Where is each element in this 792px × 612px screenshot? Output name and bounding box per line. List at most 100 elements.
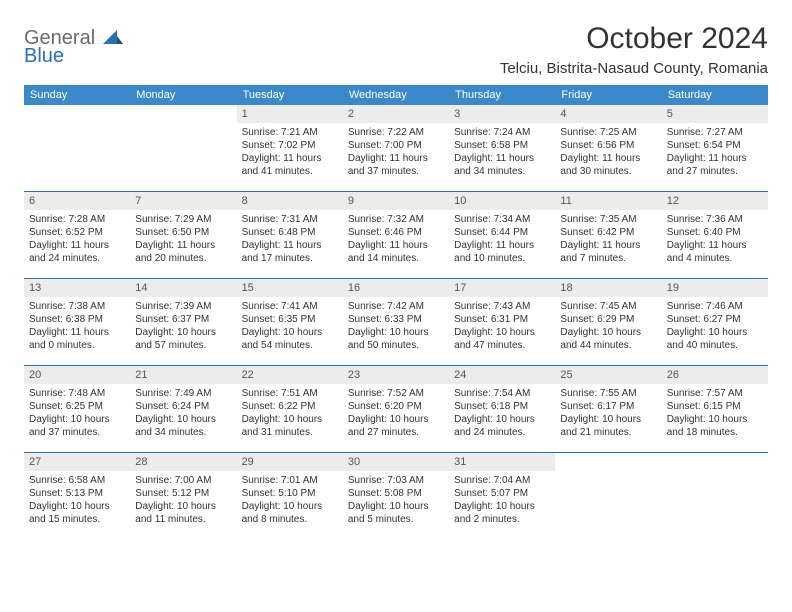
sunrise-text: Sunrise: 7:51 AM: [242, 387, 338, 400]
sunrise-text: Sunrise: 7:45 AM: [560, 300, 656, 313]
day-cell: 14Sunrise: 7:39 AMSunset: 6:37 PMDayligh…: [130, 279, 236, 365]
day-cell: 24Sunrise: 7:54 AMSunset: 6:18 PMDayligh…: [449, 366, 555, 452]
daylight-text: Daylight: 11 hours and 0 minutes.: [29, 326, 125, 352]
sunset-text: Sunset: 6:44 PM: [454, 226, 550, 239]
daylight-text: Daylight: 10 hours and 31 minutes.: [242, 413, 338, 439]
logo: General Blue: [24, 22, 123, 66]
sunrise-text: Sunrise: 7:31 AM: [242, 213, 338, 226]
sunrise-text: Sunrise: 7:54 AM: [454, 387, 550, 400]
week-row: 20Sunrise: 7:48 AMSunset: 6:25 PMDayligh…: [24, 365, 768, 452]
day-number: 30: [343, 453, 449, 471]
day-body: Sunrise: 7:29 AMSunset: 6:50 PMDaylight:…: [130, 210, 236, 268]
sunrise-text: Sunrise: 7:28 AM: [29, 213, 125, 226]
daylight-text: Daylight: 11 hours and 41 minutes.: [242, 152, 338, 178]
daylight-text: Daylight: 11 hours and 37 minutes.: [348, 152, 444, 178]
sunrise-text: Sunrise: 7:38 AM: [29, 300, 125, 313]
page-title: October 2024: [500, 22, 768, 56]
day-cell: 19Sunrise: 7:46 AMSunset: 6:27 PMDayligh…: [662, 279, 768, 365]
daylight-text: Daylight: 10 hours and 21 minutes.: [560, 413, 656, 439]
daylight-text: Daylight: 11 hours and 34 minutes.: [454, 152, 550, 178]
day-number: 17: [449, 279, 555, 297]
day-body: Sunrise: 7:03 AMSunset: 5:08 PMDaylight:…: [343, 471, 449, 529]
sunrise-text: Sunrise: 7:25 AM: [560, 126, 656, 139]
daylight-text: Daylight: 11 hours and 10 minutes.: [454, 239, 550, 265]
daylight-text: Daylight: 10 hours and 34 minutes.: [135, 413, 231, 439]
day-body: Sunrise: 7:25 AMSunset: 6:56 PMDaylight:…: [555, 123, 661, 181]
day-number: 6: [24, 192, 130, 210]
sunset-text: Sunset: 6:58 PM: [454, 139, 550, 152]
day-body: Sunrise: 7:46 AMSunset: 6:27 PMDaylight:…: [662, 297, 768, 355]
day-body: Sunrise: 7:31 AMSunset: 6:48 PMDaylight:…: [237, 210, 343, 268]
week-row: 27Sunrise: 6:58 AMSunset: 5:13 PMDayligh…: [24, 452, 768, 539]
daylight-text: Daylight: 10 hours and 50 minutes.: [348, 326, 444, 352]
sunset-text: Sunset: 6:37 PM: [135, 313, 231, 326]
header: General Blue October 2024 Telciu, Bistri…: [24, 22, 768, 77]
day-cell: 3Sunrise: 7:24 AMSunset: 6:58 PMDaylight…: [449, 105, 555, 191]
day-cell: 11Sunrise: 7:35 AMSunset: 6:42 PMDayligh…: [555, 192, 661, 278]
sunset-text: Sunset: 6:29 PM: [560, 313, 656, 326]
day-number: 18: [555, 279, 661, 297]
sunrise-text: Sunrise: 7:00 AM: [135, 474, 231, 487]
day-number: 7: [130, 192, 236, 210]
sunset-text: Sunset: 7:00 PM: [348, 139, 444, 152]
weekday-header: Wednesday: [343, 85, 449, 105]
day-number: 15: [237, 279, 343, 297]
day-cell: 1Sunrise: 7:21 AMSunset: 7:02 PMDaylight…: [237, 105, 343, 191]
day-cell: 2 Sunrise: 7:22 AMSunset: 7:00 PMDaylight…: [343, 105, 449, 191]
day-body: Sunrise: 7:27 AMSunset: 6:54 PMDaylight:…: [662, 123, 768, 181]
day-number: 31: [449, 453, 555, 471]
day-cell: 7Sunrise: 7:29 AMSunset: 6:50 PMDaylight…: [130, 192, 236, 278]
daylight-text: Daylight: 11 hours and 27 minutes.: [667, 152, 763, 178]
day-body: Sunrise: 7:32 AMSunset: 6:46 PMDaylight:…: [343, 210, 449, 268]
weekday-header: Sunday: [24, 85, 130, 105]
day-body: Sunrise: 7:36 AMSunset: 6:40 PMDaylight:…: [662, 210, 768, 268]
daylight-text: Daylight: 10 hours and 37 minutes.: [29, 413, 125, 439]
day-cell: .: [662, 453, 768, 539]
day-body: Sunrise: 7:41 AMSunset: 6:35 PMDaylight:…: [237, 297, 343, 355]
day-number: 29: [237, 453, 343, 471]
sunset-text: Sunset: 6:15 PM: [667, 400, 763, 413]
day-body: Sunrise: 7:04 AMSunset: 5:07 PMDaylight:…: [449, 471, 555, 529]
daylight-text: Daylight: 10 hours and 18 minutes.: [667, 413, 763, 439]
weekday-header-row: Sunday Monday Tuesday Wednesday Thursday…: [24, 85, 768, 105]
day-number: 23: [343, 366, 449, 384]
sunrise-text: Sunrise: 7:32 AM: [348, 213, 444, 226]
sunrise-text: Sunrise: 7:43 AM: [454, 300, 550, 313]
day-cell: 23Sunrise: 7:52 AMSunset: 6:20 PMDayligh…: [343, 366, 449, 452]
sunset-text: Sunset: 5:12 PM: [135, 487, 231, 500]
day-number: 14: [130, 279, 236, 297]
day-number: 24: [449, 366, 555, 384]
day-cell: 12Sunrise: 7:36 AMSunset: 6:40 PMDayligh…: [662, 192, 768, 278]
logo-blue-text: Blue: [24, 46, 123, 66]
title-block: October 2024 Telciu, Bistrita-Nasaud Cou…: [500, 22, 768, 77]
day-body: Sunrise: 6:58 AMSunset: 5:13 PMDaylight:…: [24, 471, 130, 529]
day-number: 26: [662, 366, 768, 384]
day-number: 4: [555, 105, 661, 123]
daylight-text: Daylight: 10 hours and 44 minutes.: [560, 326, 656, 352]
day-cell: 26Sunrise: 7:57 AMSunset: 6:15 PMDayligh…: [662, 366, 768, 452]
day-number: 27: [24, 453, 130, 471]
day-body: Sunrise: 7:51 AMSunset: 6:22 PMDaylight:…: [237, 384, 343, 442]
sunset-text: Sunset: 6:20 PM: [348, 400, 444, 413]
sunset-text: Sunset: 6:33 PM: [348, 313, 444, 326]
sunrise-text: Sunrise: 7:36 AM: [667, 213, 763, 226]
day-number: 12: [662, 192, 768, 210]
daylight-text: Daylight: 10 hours and 47 minutes.: [454, 326, 550, 352]
daylight-text: Daylight: 11 hours and 7 minutes.: [560, 239, 656, 265]
week-row: 13Sunrise: 7:38 AMSunset: 6:38 PMDayligh…: [24, 278, 768, 365]
day-body: Sunrise: 7:43 AMSunset: 6:31 PMDaylight:…: [449, 297, 555, 355]
sunset-text: Sunset: 6:27 PM: [667, 313, 763, 326]
day-number: 9: [343, 192, 449, 210]
sunset-text: Sunset: 6:18 PM: [454, 400, 550, 413]
sunrise-text: Sunrise: 7:39 AM: [135, 300, 231, 313]
week-row: ..1Sunrise: 7:21 AMSunset: 7:02 PMDaylig…: [24, 105, 768, 191]
daylight-text: Daylight: 11 hours and 24 minutes.: [29, 239, 125, 265]
daylight-text: Daylight: 10 hours and 54 minutes.: [242, 326, 338, 352]
daylight-text: Daylight: 11 hours and 17 minutes.: [242, 239, 338, 265]
sunrise-text: Sunrise: 7:22 AM: [348, 126, 444, 139]
day-number: 2: [343, 105, 449, 123]
sunrise-text: Sunrise: 7:52 AM: [348, 387, 444, 400]
sunset-text: Sunset: 5:07 PM: [454, 487, 550, 500]
sunrise-text: Sunrise: 7:55 AM: [560, 387, 656, 400]
day-body: Sunrise: 7:57 AMSunset: 6:15 PMDaylight:…: [662, 384, 768, 442]
